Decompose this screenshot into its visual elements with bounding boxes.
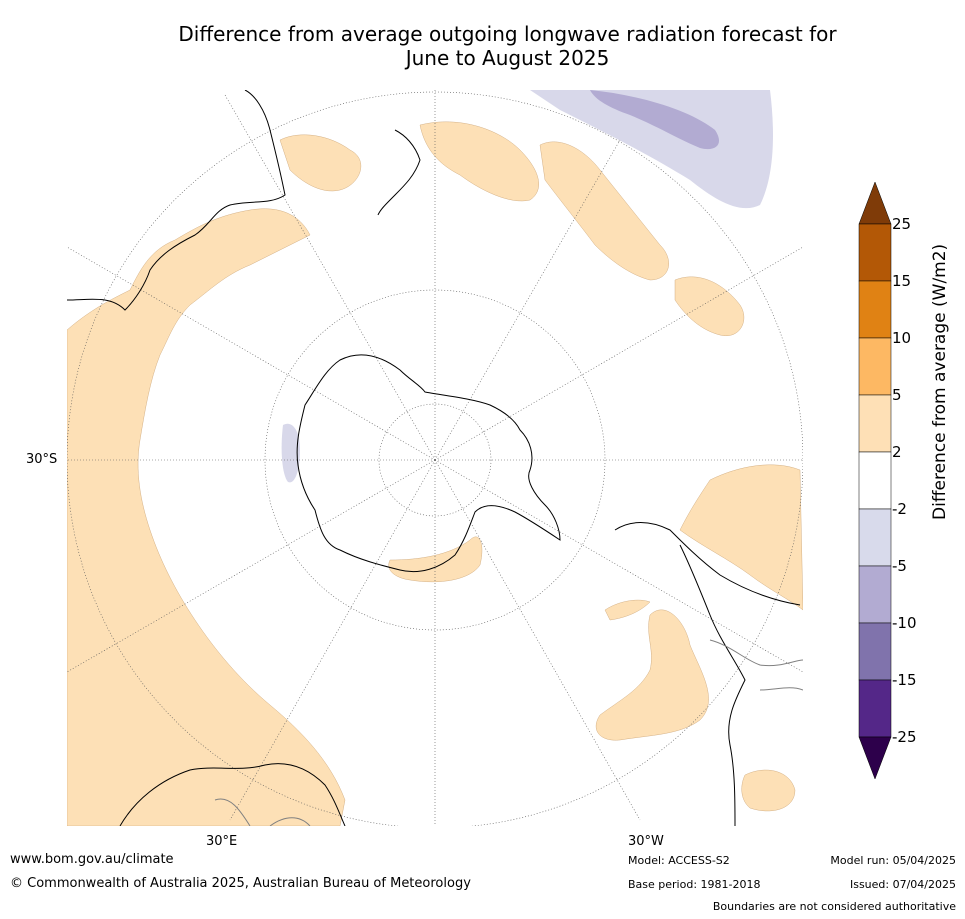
- colorbar-band: [858, 280, 892, 339]
- colorbar-tick-label: 15: [892, 272, 912, 290]
- colorbar-band: [858, 622, 892, 681]
- negative-anomaly-light: [530, 90, 773, 209]
- colorbar-tick-label: -2: [892, 500, 907, 518]
- colorbar-band: [858, 508, 892, 567]
- latitude-circles: [67, 91, 803, 826]
- model-run-text: Model run: 05/04/2025: [830, 854, 956, 867]
- map-title: Difference from average outgoing longwav…: [60, 22, 955, 70]
- colorbar-extend-top: [858, 181, 892, 225]
- colorbar-band: [858, 565, 892, 624]
- africa-coastline: [119, 763, 346, 826]
- negative-anomaly-small: [281, 423, 300, 483]
- model-text: Model: ACCESS-S2: [628, 854, 730, 867]
- colorbar-band: [858, 337, 892, 396]
- colorbar-tick-label: 2: [892, 443, 902, 461]
- colorbar-band: [858, 394, 892, 453]
- colorbar-band: [858, 679, 892, 738]
- country-borders: [214, 639, 803, 826]
- colorbar-tick-label: -15: [892, 671, 917, 689]
- meridians: [67, 90, 803, 826]
- colorbar-tick-label: -25: [892, 728, 917, 746]
- south-america-coastline: [614, 522, 801, 826]
- positive-anomaly-regions: [67, 121, 803, 826]
- issued-text: Issued: 07/04/2025: [849, 878, 956, 891]
- colorbar-tick-label: -10: [892, 614, 917, 632]
- latitude-label: 30°S: [26, 452, 58, 467]
- title-line-1: Difference from average outgoing longwav…: [178, 22, 837, 46]
- source-url[interactable]: www.bom.gov.au/climate: [10, 852, 174, 867]
- colorbar-label: Difference from average (W/m2): [930, 243, 950, 520]
- colorbar-tick-label: 5: [892, 386, 902, 404]
- antarctica-coastline: [296, 354, 561, 573]
- colorbar-band: [858, 223, 892, 282]
- title-line-2: June to August 2025: [405, 46, 610, 70]
- australia-coastline: [67, 90, 286, 311]
- colorbar: [858, 181, 892, 780]
- negative-anomaly-medium: [590, 90, 720, 150]
- longitude-label-30w: 30°W: [628, 834, 664, 849]
- disclaimer-text: Boundaries are not considered authoritat…: [712, 900, 956, 913]
- copyright-text: © Commonwealth of Australia 2025, Austra…: [10, 876, 471, 891]
- colorbar-tick-label: -5: [892, 557, 907, 575]
- colorbar-tick-label: 10: [892, 329, 912, 347]
- colorbar-tick-label: 25: [892, 215, 912, 233]
- colorbar-band: [858, 451, 892, 510]
- base-period-text: Base period: 1981-2018: [628, 878, 761, 891]
- colorbar-extend-bottom: [858, 736, 892, 780]
- longitude-label-30e: 30°E: [206, 834, 238, 849]
- new-zealand-coastline: [377, 129, 421, 216]
